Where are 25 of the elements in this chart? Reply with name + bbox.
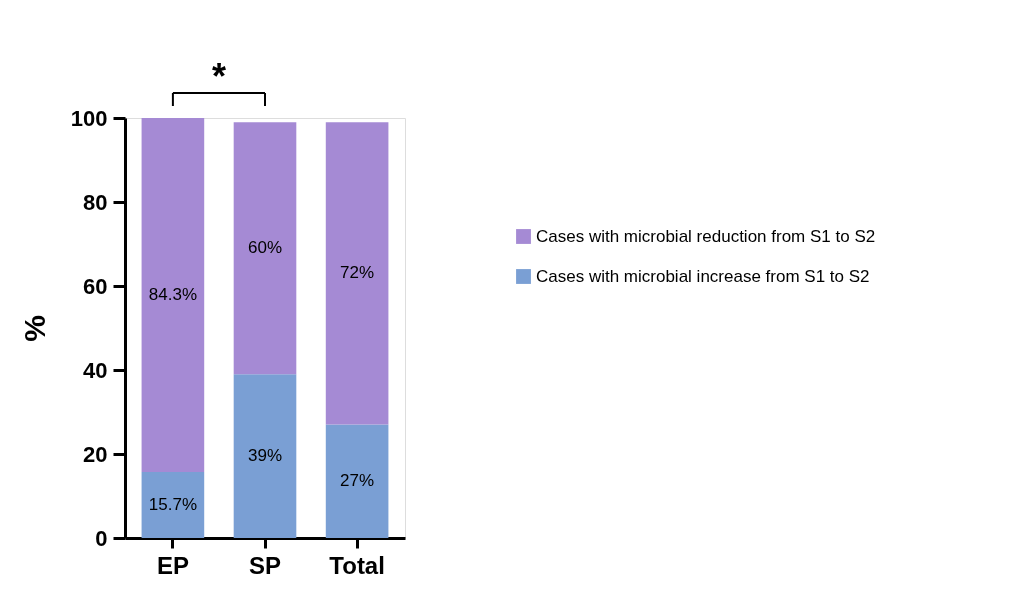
y-tick-label: 20 [83,441,108,467]
text: * [211,56,226,97]
bar [141,118,205,473]
x-tick-label: EP [156,551,189,579]
bar [233,374,297,538]
y-tick-label: 80 [83,189,108,215]
y-tick-label: 100 [70,105,108,131]
y-tick-label: 0 [95,525,108,551]
data-label: 39% [247,446,283,466]
y-tick-label: 60 [83,273,108,299]
legend-label: Cases with microbial increase from S1 to S2 [536,266,870,286]
data-label: 27% [340,471,375,491]
data-label: 72% [340,263,375,283]
bar [233,122,297,375]
data-label: 60% [247,238,283,258]
legend-label: Cases with microbial reduction from S1 to S2 [536,226,876,246]
x-tick-label: SP [248,551,282,579]
y-axis-title: % [17,315,51,342]
x-tick-label: Total [329,551,385,579]
data-label: 15.7% [148,495,197,515]
bar [325,424,389,538]
y-tick-label: 40 [83,357,108,383]
data-label: 84.3% [148,285,197,305]
bar [141,472,205,538]
bar [325,122,389,425]
